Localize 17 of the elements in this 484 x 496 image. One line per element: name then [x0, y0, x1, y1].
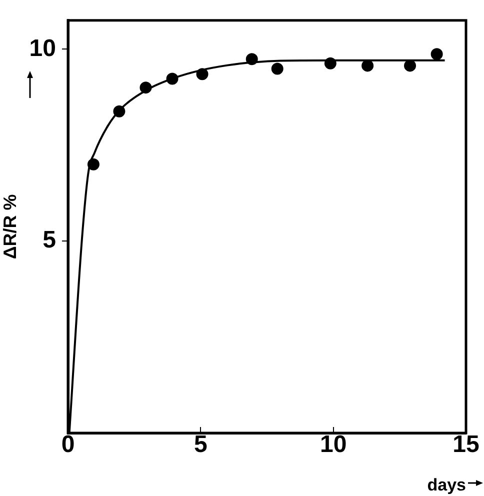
point	[324, 57, 336, 70]
point	[246, 53, 258, 66]
point	[430, 48, 443, 60]
y-axis-title: ΔR/R %	[0, 194, 20, 260]
point	[166, 72, 178, 85]
x-tick-label: 15	[452, 431, 480, 458]
x-tick-label: 0	[61, 431, 75, 458]
x-axis-title: days	[427, 475, 466, 494]
x-tick-label: 5	[194, 431, 208, 458]
point	[404, 60, 416, 72]
point	[140, 82, 152, 94]
x-tick-label: 10	[320, 431, 347, 458]
point	[196, 68, 208, 80]
point	[271, 62, 284, 75]
point	[87, 158, 100, 170]
point	[362, 60, 374, 72]
point	[113, 105, 126, 118]
